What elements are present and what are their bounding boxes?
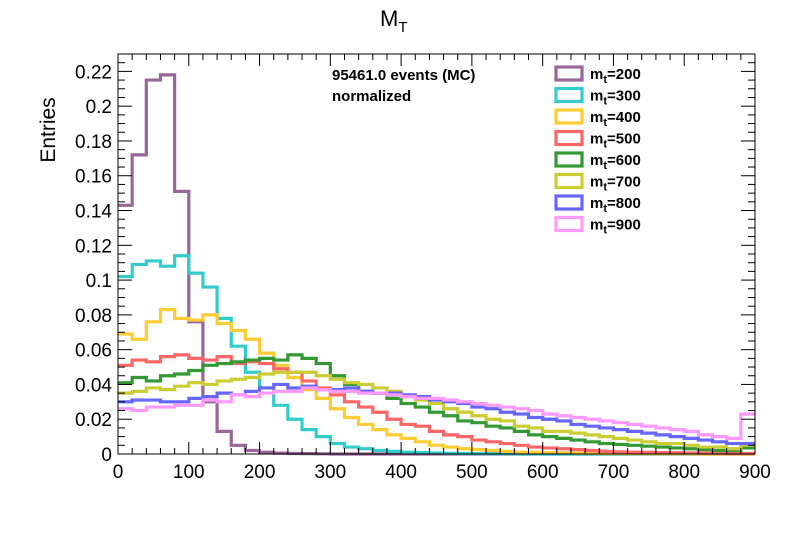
legend-label-1: mt=300 — [590, 88, 641, 108]
x-tick-label: 800 — [668, 462, 700, 483]
y-tick-label: 0.02 — [75, 410, 112, 431]
axis-ticks: 0 100 200 300 400 500 600 700 800 900 0 0.02 0.04 0.0… — [75, 53, 771, 483]
legend-swatch-7 — [554, 215, 584, 233]
y-tick-label: 0 — [101, 445, 112, 466]
legend-swatch-1 — [554, 86, 584, 104]
x-tick-label: 900 — [739, 462, 771, 483]
x-tick-label: 300 — [314, 462, 346, 483]
y-tick-label: 0.12 — [75, 236, 112, 257]
legend-swatch-5 — [554, 172, 584, 190]
y-tick-label: 0.04 — [75, 375, 112, 396]
series-layer — [118, 73, 755, 456]
y-tick-label: 0.16 — [75, 167, 112, 188]
legend-swatch-6 — [554, 194, 584, 211]
x-tick-label: 0 — [113, 462, 124, 483]
annotation-events: 95461.0 events (MC) — [332, 67, 475, 84]
y-tick-label: 0.2 — [86, 97, 112, 118]
legend-label-7: mt=900 — [590, 217, 641, 237]
x-tick-label: 200 — [244, 462, 276, 483]
x-tick-label: 400 — [385, 462, 417, 483]
series-4-line — [118, 353, 755, 453]
y-tick-label: 0.08 — [75, 306, 112, 327]
annotation-normalized: normalized — [332, 88, 411, 105]
legend-swatch-2 — [554, 108, 584, 125]
legend-swatch-0 — [554, 65, 584, 82]
x-tick-label: 100 — [173, 462, 205, 483]
y-tick-label: 0.22 — [75, 62, 112, 83]
x-tick-label: 500 — [456, 462, 488, 483]
series-1-line — [118, 254, 755, 456]
legend-swatch-4 — [554, 151, 584, 168]
x-tick-label: 600 — [527, 462, 559, 483]
legend-label-0: mt=200 — [590, 66, 641, 86]
y-tick-label: 0.18 — [75, 132, 112, 153]
y-tick-label: 0.06 — [75, 341, 112, 362]
chart-title: MT — [380, 6, 408, 36]
y-tick-label: 0.1 — [86, 271, 112, 292]
chart-title-subscript: T — [398, 19, 407, 36]
series-2-line — [118, 308, 755, 456]
series-6-line — [118, 382, 755, 446]
series-3-line — [118, 353, 755, 456]
series-7-line — [118, 386, 755, 440]
chart-title-main: M — [380, 6, 398, 31]
plot-frame — [117, 53, 756, 455]
y-axis-label: Entries — [37, 97, 60, 162]
legend-label-6: mt=800 — [590, 195, 641, 215]
legend-label-5: mt=700 — [590, 174, 641, 194]
legend: mt=200mt=300mt=400mt=500mt=600mt=700mt=8… — [554, 65, 641, 237]
legend-label-4: mt=600 — [590, 152, 641, 172]
legend-swatch-3 — [554, 129, 584, 147]
legend-label-2: mt=400 — [590, 109, 641, 129]
y-tick-label: 0.14 — [75, 202, 112, 223]
series-5-line — [118, 370, 755, 451]
x-tick-label: 700 — [598, 462, 630, 483]
legend-label-3: mt=500 — [590, 131, 641, 151]
